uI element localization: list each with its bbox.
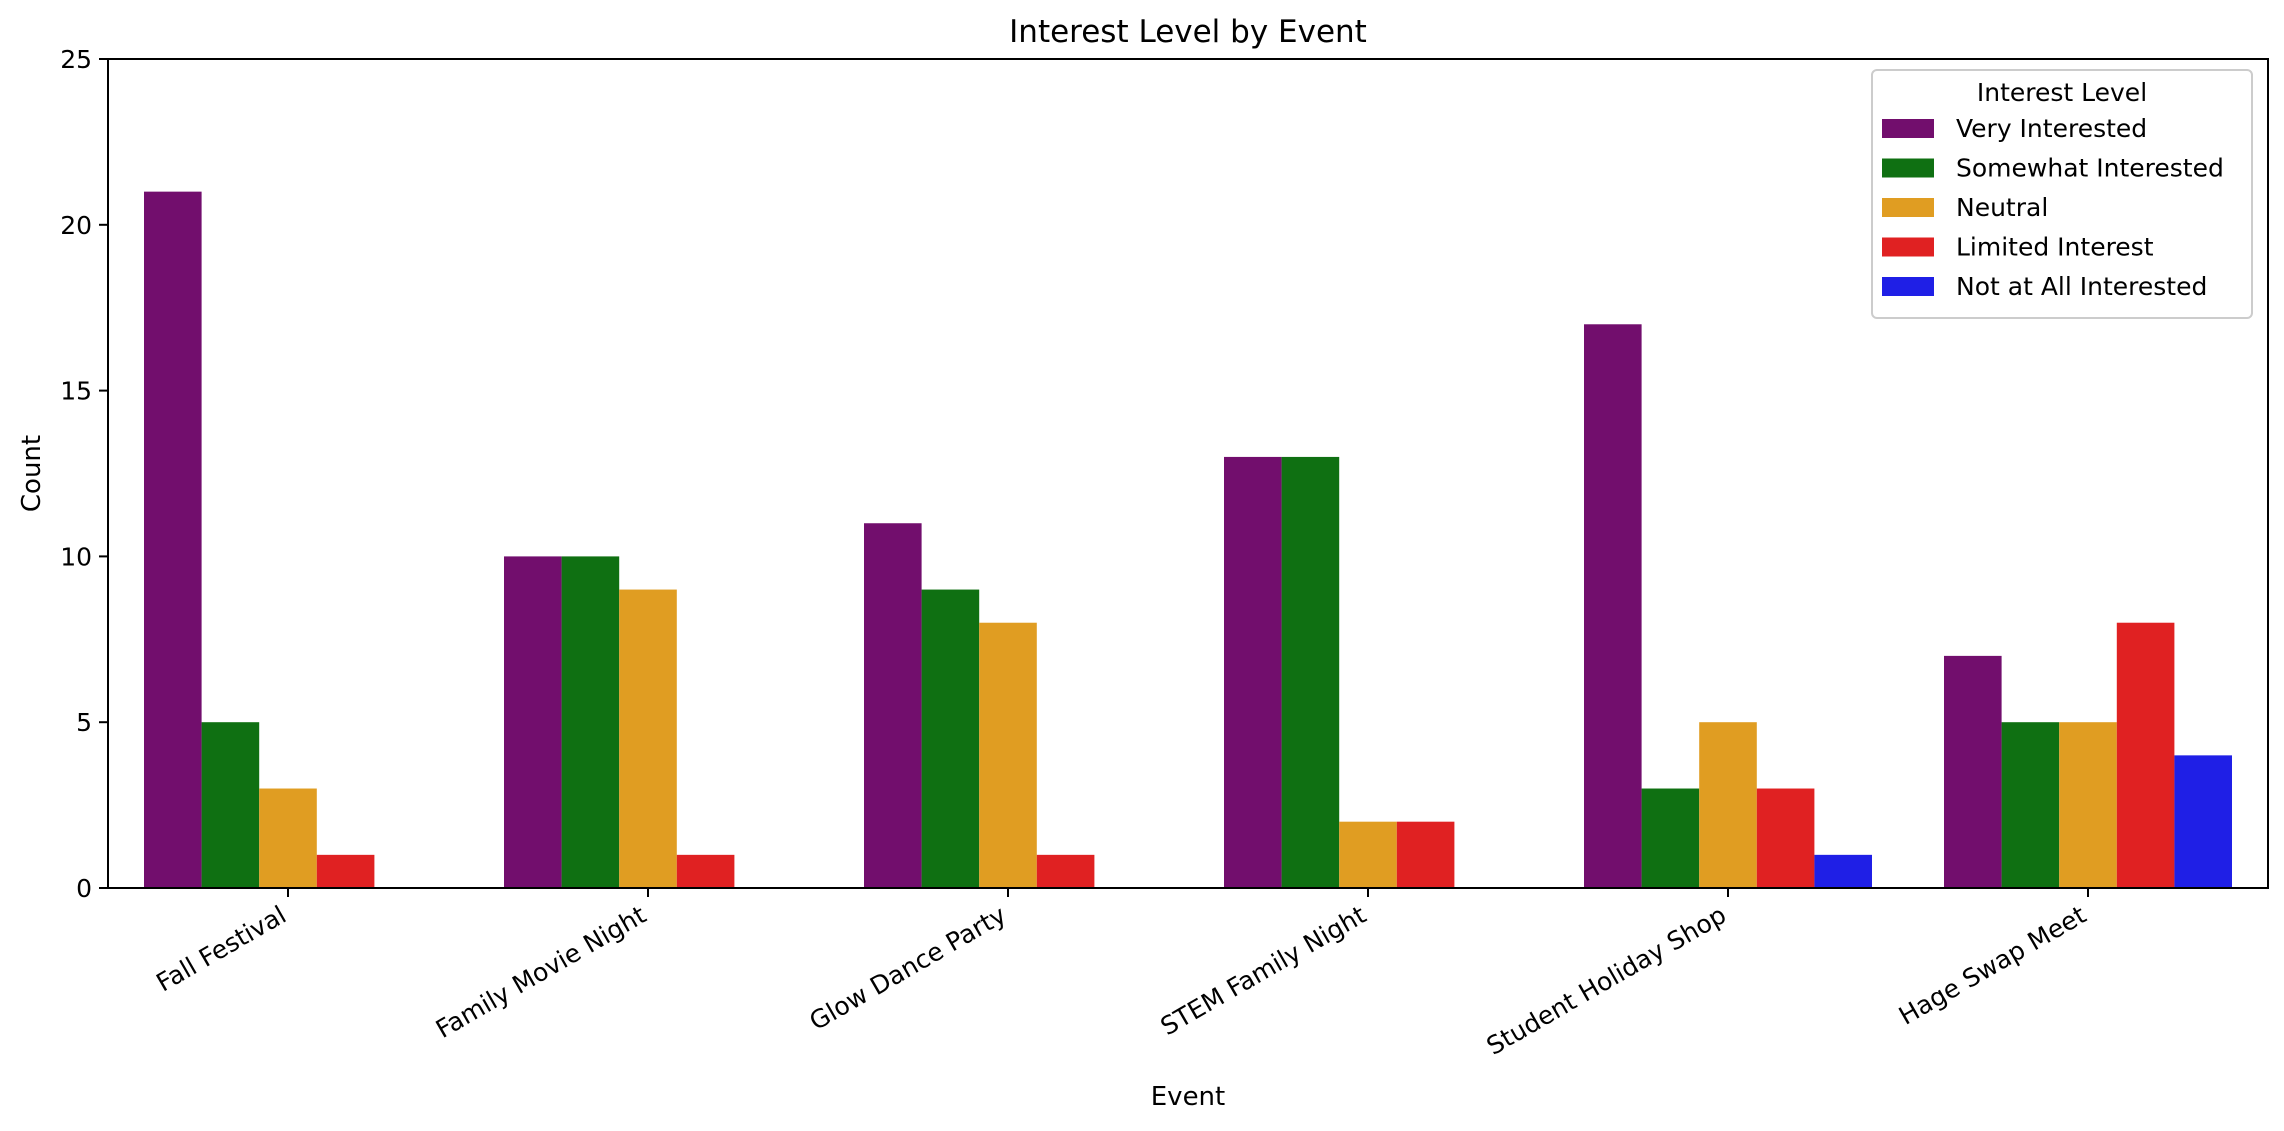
bars-group [144,191,2232,888]
bar-limited-interest-4 [1396,821,1455,888]
bar-somewhat-interested-3 [921,589,980,888]
x-tick-label: STEM Family Night [1156,900,1372,1041]
bar-limited-interest-1 [316,854,375,888]
bar-very-interested-3 [864,523,922,888]
legend-title: Interest Level [1977,78,2147,107]
legend-label: Not at All Interested [1956,272,2207,301]
bar-limited-interest-6 [2116,622,2175,888]
y-tick-label: 20 [60,211,92,240]
bar-neutral-3 [979,622,1037,888]
bar-very-interested-1 [144,191,202,888]
y-tick-label: 10 [60,542,92,571]
bar-somewhat-interested-4 [1281,456,1340,888]
bar-neutral-6 [2059,722,2117,888]
x-tick-label: Family Movie Night [431,900,651,1044]
legend-label: Limited Interest [1956,233,2154,262]
y-tick-label: 0 [76,874,92,903]
y-axis: 0 5 10 15 20 25 [60,45,108,903]
bar-very-interested-5 [1584,324,1642,888]
bar-not-at-all-interested-5 [1814,854,1872,888]
bar-neutral-4 [1339,821,1397,888]
legend-swatch [1882,119,1934,138]
legend: Interest Level Very Interested Somewhat In… [1871,69,2253,319]
bar-very-interested-2 [504,556,562,888]
y-tick-label: 5 [76,708,92,737]
x-tick-label: Fall Festival [151,900,291,997]
bar-somewhat-interested-6 [2001,722,2060,888]
x-tick-label: Student Holiday Shop [1482,900,1731,1061]
x-axis: Fall Festival Family Movie Night Glow Danc… [151,888,2091,1061]
bar-somewhat-interested-5 [1641,788,1700,888]
y-tick-label: 25 [60,45,92,74]
x-tick-label: Hage Swap Meet [1894,900,2091,1031]
bar-neutral-1 [259,788,317,888]
x-axis-label: Event [1151,1082,1225,1112]
legend-label: Somewhat Interested [1956,154,2224,183]
bar-somewhat-interested-2 [561,556,620,888]
y-tick-label: 15 [60,377,92,406]
bar-somewhat-interested-1 [201,722,260,888]
legend-box [1871,69,2253,319]
bar-limited-interest-2 [676,854,735,888]
bar-limited-interest-3 [1036,854,1095,888]
bar-neutral-2 [619,589,677,888]
bar-limited-interest-5 [1756,788,1815,888]
legend-swatch [1882,158,1934,178]
y-axis-label: Count [17,435,47,512]
bar-very-interested-4 [1224,456,1282,888]
x-tick-label: Glow Dance Party [805,900,1012,1036]
bar-very-interested-6 [1944,655,2002,888]
chart-title: Interest Level by Event [1009,14,1367,50]
legend-swatch [1882,277,1934,296]
bar-neutral-5 [1699,722,1757,888]
bar-not-at-all-interested-6 [2174,755,2232,888]
legend-swatch [1882,237,1934,257]
legend-swatch [1882,198,1934,217]
legend-label: Neutral [1956,193,2048,222]
legend-label: Very Interested [1956,114,2147,143]
plot-frame [107,58,2269,889]
